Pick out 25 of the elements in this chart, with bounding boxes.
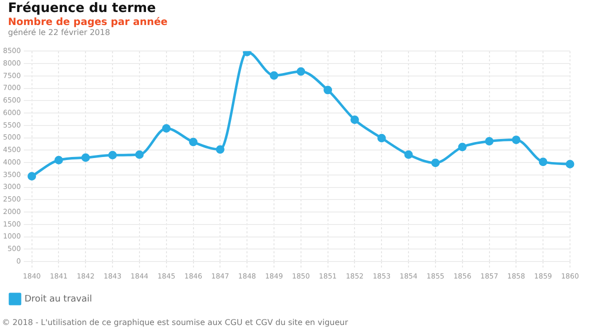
point bbox=[404, 150, 413, 159]
chart-subtitle: Nombre de pages par année bbox=[8, 16, 168, 28]
text: © 2018 - L'utilisation de ce graphique est soumise aux CGU et CGV du site en vigueur bbox=[2, 318, 348, 327]
point bbox=[566, 160, 574, 168]
point bbox=[189, 138, 198, 146]
point bbox=[81, 153, 90, 162]
point bbox=[538, 158, 548, 166]
text: généré le 22 février 2018 bbox=[8, 28, 112, 38]
legend-label: Droit au travail bbox=[24, 294, 92, 304]
chart-title: Fréquence du terme bbox=[8, 1, 157, 17]
point bbox=[216, 145, 224, 154]
point bbox=[296, 67, 306, 76]
point bbox=[28, 172, 36, 180]
point bbox=[512, 136, 520, 144]
point bbox=[458, 142, 467, 152]
point bbox=[485, 137, 494, 146]
point bbox=[108, 150, 117, 160]
point bbox=[324, 86, 332, 94]
point bbox=[54, 156, 63, 164]
point bbox=[135, 150, 144, 159]
point bbox=[431, 158, 440, 168]
point bbox=[162, 124, 171, 133]
point bbox=[377, 134, 386, 142]
point bbox=[270, 71, 278, 80]
point bbox=[350, 116, 359, 124]
